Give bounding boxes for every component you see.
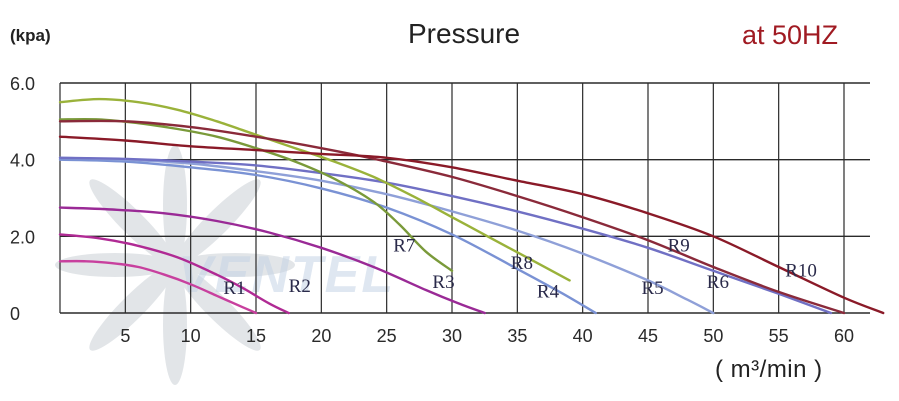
series-line-r3 — [58, 206, 486, 315]
x-tick-label: 5 — [120, 326, 130, 346]
x-tick-label: 15 — [246, 326, 266, 346]
y-tick-label: 6.0 — [10, 74, 35, 94]
series-label-r3: R3 — [432, 272, 454, 293]
x-axis-label: ( m³/min ) — [715, 356, 823, 383]
x-tick-label: 55 — [769, 326, 789, 346]
series-label-r7: R7 — [393, 236, 415, 257]
watermark-layer: VENTEL — [55, 145, 395, 385]
series-line-r4 — [58, 158, 597, 315]
series-label-r1: R1 — [223, 278, 245, 299]
label-layer: R1 R2 R3 R4 R5 R6 R7 R8 R9 R10 — [223, 236, 817, 303]
watermark-fan-blade — [89, 264, 176, 351]
series-line-r5 — [58, 156, 715, 315]
series-line-r6 — [58, 156, 833, 315]
series-label-r6: R6 — [707, 272, 729, 293]
x-tick-label: 40 — [573, 326, 593, 346]
y-tick-label: 4.0 — [10, 151, 35, 171]
series-label-r4: R4 — [537, 282, 560, 303]
x-tick-label: 60 — [834, 326, 854, 346]
chart-subtitle: at 50HZ — [742, 20, 839, 50]
x-tick-label: 25 — [377, 326, 397, 346]
watermark-fan-icon — [55, 145, 295, 385]
y-tick-label: 2.0 — [10, 227, 35, 247]
watermark-fan-blade — [174, 179, 261, 266]
series-label-r10: R10 — [785, 261, 817, 282]
watermark-fan-blade — [163, 145, 187, 265]
x-tick-label: 35 — [507, 326, 527, 346]
series-line-r9 — [58, 119, 846, 315]
series-line-r2 — [58, 233, 290, 315]
grid-layer — [59, 82, 870, 314]
series-layer — [58, 97, 885, 315]
y-tick-label: 0 — [10, 304, 20, 324]
chart-title: Pressure — [408, 18, 521, 49]
series-label-r5: R5 — [641, 278, 663, 299]
watermark-fan-blade — [175, 253, 295, 277]
series-line-r8 — [58, 97, 571, 282]
x-tick-label: 20 — [311, 326, 331, 346]
series-label-r9: R9 — [668, 236, 690, 257]
watermark-text: VENTEL — [178, 246, 395, 304]
x-tick-label: 50 — [703, 326, 723, 346]
y-axis-unit-label: (kpa) — [10, 26, 51, 45]
watermark-fan-blade — [89, 179, 176, 266]
tick-layer: 5 10 15 20 25 30 35 40 45 50 55 60 0 2.0 4.0 6.0 — [10, 74, 854, 346]
series-line-r1 — [58, 259, 258, 315]
x-tick-label: 30 — [442, 326, 462, 346]
series-line-r10 — [58, 135, 885, 315]
watermark-fan-blade — [163, 265, 187, 385]
x-tick-label: 45 — [638, 326, 658, 346]
x-tick-label: 10 — [181, 326, 201, 346]
series-label-r2: R2 — [289, 276, 311, 297]
series-label-r8: R8 — [511, 253, 533, 274]
watermark-fan-blade — [55, 253, 175, 277]
